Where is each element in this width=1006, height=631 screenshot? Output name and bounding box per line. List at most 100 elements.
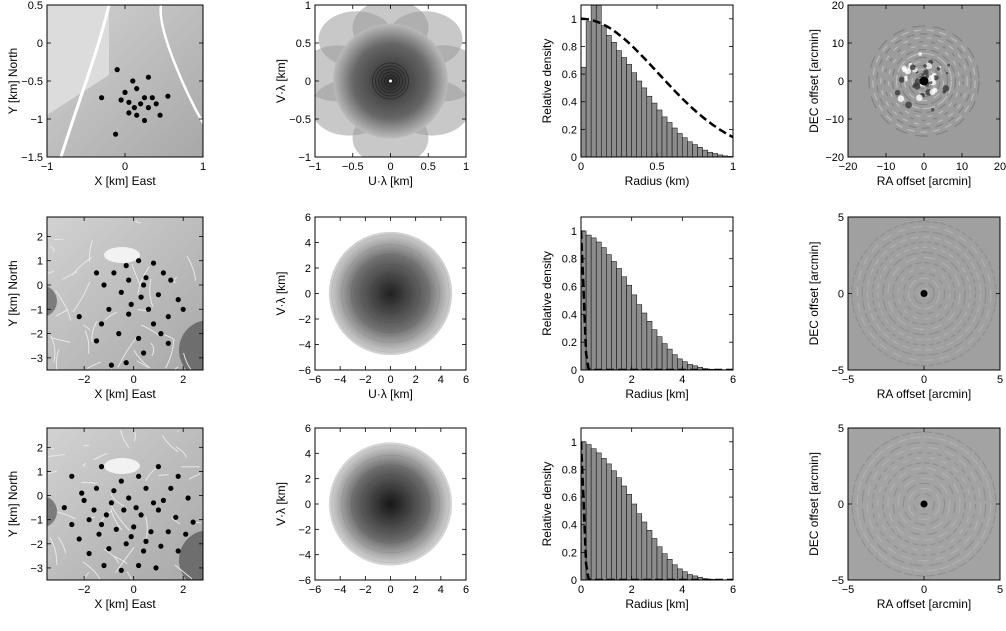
antenna-point (136, 258, 142, 264)
terrain-road (173, 366, 179, 370)
histogram-bar (585, 234, 592, 370)
antenna-point (134, 86, 140, 92)
terrain-road (49, 536, 58, 566)
y-tick-label: 0 (571, 152, 577, 164)
x-axis-label: X [km] East (94, 387, 156, 401)
y-tick-label: −2 (30, 329, 43, 341)
x-axis-label: U·λ [km] (368, 174, 413, 188)
y-tick-label: 0 (37, 38, 43, 50)
histogram-bar (671, 564, 678, 580)
x-tick-label: 0 (921, 374, 927, 386)
x-tick-label: 6 (463, 374, 469, 386)
subplot-6-uv-coverage: −6 −4 −2 0 2 4 6 −6 −4 −2 0 2 4 6 U·λ [km] V·λ [km] (274, 212, 469, 401)
terrain-road (115, 547, 135, 573)
histogram-bar (646, 95, 653, 157)
beam-sidelobe (933, 75, 939, 81)
beam-sidelobe (861, 231, 987, 356)
plot-area (848, 5, 1000, 157)
y-tick-label: −0.5 (289, 114, 311, 126)
antenna-point (123, 360, 129, 366)
beam-sidelobe (925, 62, 932, 70)
beam-sidelobe (932, 88, 936, 93)
antenna-point (128, 301, 134, 307)
beam-sidelobe (918, 52, 923, 56)
y-tick-label: 4 (305, 238, 311, 250)
uv-track (331, 445, 450, 563)
x-tick-label: 0 (122, 161, 128, 173)
histogram-bar (676, 133, 683, 157)
antenna-point (114, 67, 120, 73)
subplot-8-synthesized-beam: −5 0 5 −5 0 5 RA offset [arcmin] DEC offset [ar… (807, 212, 1003, 401)
y-tick-label: 1 (37, 256, 43, 268)
terrain-region (179, 320, 203, 370)
antenna-point (143, 485, 149, 491)
x-tick-label: 0 (131, 584, 137, 596)
beam-sidelobe (887, 256, 961, 331)
subplot-9-array-layout: −2 0 2 −3 −2 −1 0 1 2 X [km] East Y [km] North (6, 427, 204, 611)
y-tick-label: −2 (298, 524, 311, 536)
terrain-road (55, 308, 69, 317)
y-tick-label: 0.6 (562, 282, 577, 294)
antenna-point (138, 512, 144, 518)
axes-frame (580, 427, 734, 581)
plot-area (581, 428, 733, 580)
antenna-point (86, 517, 92, 523)
antenna-point (93, 485, 100, 491)
antenna-point (86, 550, 92, 557)
uv-coverage-disk (328, 442, 453, 566)
terrain-road (174, 564, 193, 580)
uv-track (370, 484, 411, 524)
beam-sidelobe (872, 29, 976, 133)
x-tick-label: 0 (921, 584, 927, 596)
x-tick-label: 0 (131, 374, 137, 386)
antenna-point (93, 270, 100, 276)
axes-frame (46, 427, 204, 581)
x-tick-label: 20 (994, 161, 1006, 173)
antenna-point (153, 101, 159, 107)
uv-track (360, 474, 421, 534)
terrain-road (59, 5, 111, 157)
antenna-point (136, 562, 142, 569)
axes-frame (580, 216, 734, 371)
histogram-bar (656, 546, 663, 580)
antenna-point (138, 294, 144, 300)
beam-sidelobe (861, 441, 987, 567)
antenna-point (133, 505, 139, 511)
y-axis-label: DEC offset [arcmin] (807, 242, 821, 346)
beam-sidelobe (902, 482, 946, 526)
terrain-region (104, 458, 140, 474)
antenna-point (157, 112, 163, 118)
beam-sidelobe (942, 90, 946, 94)
y-tick-label: 2 (305, 474, 311, 486)
antenna-point (185, 495, 191, 501)
antenna-point (76, 536, 82, 542)
plot-area (315, 428, 466, 580)
antenna-point (101, 282, 107, 288)
terrain-road (103, 548, 120, 564)
antenna-point (155, 292, 161, 298)
beam-sidelobe (923, 64, 927, 68)
histogram-bar (606, 254, 612, 370)
y-axis-label: Relative density (540, 39, 554, 124)
uv-track (351, 254, 430, 333)
gaussian-target-curve (581, 17, 733, 139)
antenna-point (126, 110, 132, 116)
histogram-bar (631, 72, 637, 157)
histogram-bar (595, 241, 602, 370)
beam-sidelobe (884, 41, 964, 121)
y-tick-label: 6 (305, 423, 311, 435)
histogram-bar (616, 477, 622, 580)
antenna-point (76, 314, 82, 320)
x-tick-label: −6 (309, 374, 322, 386)
antenna-point (134, 112, 140, 118)
terrain-background (47, 428, 203, 580)
y-tick-label: 5 (838, 423, 844, 435)
x-tick-label: −2 (359, 584, 372, 596)
x-tick-label: 0.5 (421, 161, 436, 173)
terrain-road (171, 517, 180, 525)
uv-track (380, 493, 401, 515)
subplot-11-radial-density: 0 2 4 6 0 0.2 0.4 0.6 0.8 1 Radius [km] Relative de… (540, 427, 736, 611)
x-tick-label: 2 (629, 374, 635, 386)
histogram-bar (641, 312, 648, 370)
y-tick-label: −3 (30, 353, 43, 365)
